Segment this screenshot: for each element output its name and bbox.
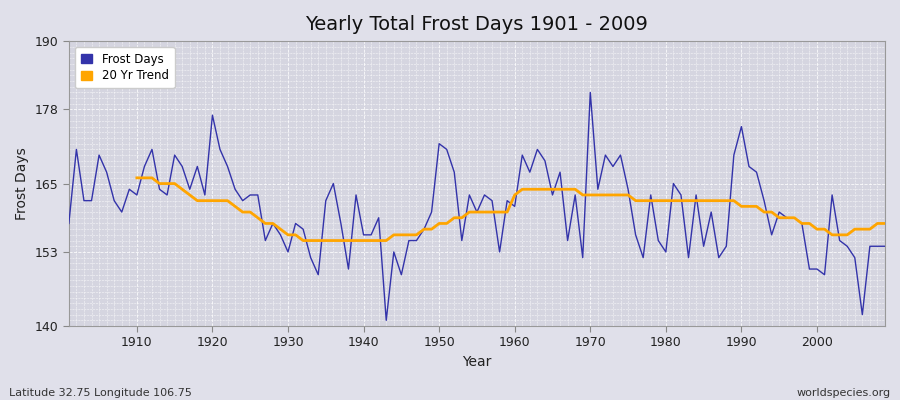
- X-axis label: Year: Year: [463, 355, 491, 369]
- Legend: Frost Days, 20 Yr Trend: Frost Days, 20 Yr Trend: [75, 47, 175, 88]
- Y-axis label: Frost Days: Frost Days: [15, 147, 29, 220]
- Title: Yearly Total Frost Days 1901 - 2009: Yearly Total Frost Days 1901 - 2009: [305, 15, 648, 34]
- Text: Latitude 32.75 Longitude 106.75: Latitude 32.75 Longitude 106.75: [9, 388, 192, 398]
- Text: worldspecies.org: worldspecies.org: [796, 388, 891, 398]
